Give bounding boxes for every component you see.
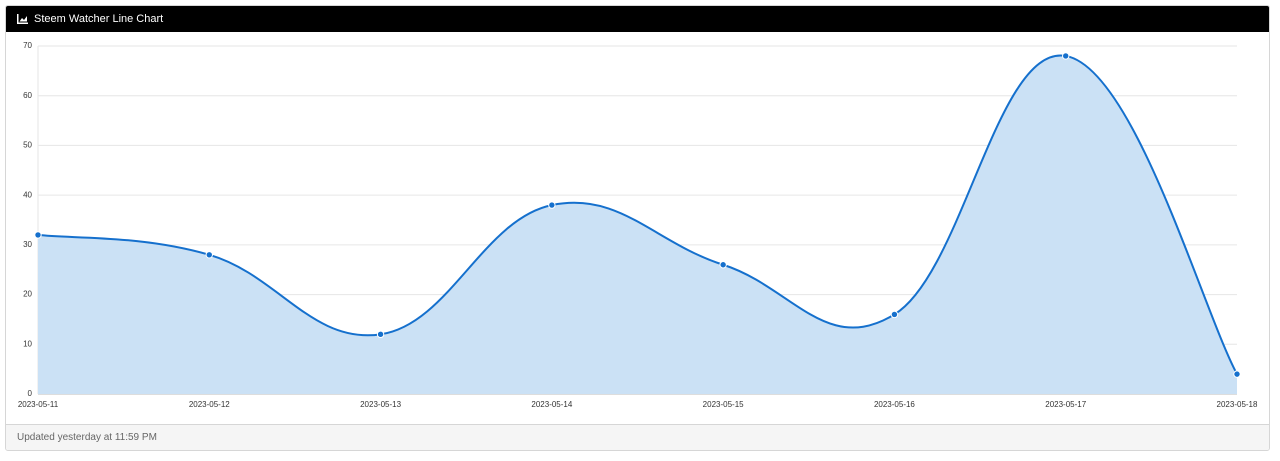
y-tick-label: 70 [23,41,32,50]
x-tick-label: 2023-05-15 [703,400,744,409]
y-tick-label: 10 [23,339,32,348]
x-tick-label: 2023-05-11 [18,400,59,409]
x-tick-label: 2023-05-16 [874,400,915,409]
card-header: Steem Watcher Line Chart [6,6,1269,32]
point [548,201,556,209]
card-title: Steem Watcher Line Chart [34,13,164,25]
x-tick-label: 2023-05-13 [360,400,401,409]
point [34,231,42,239]
updated-text: Updated yesterday at 11:59 PM [17,432,157,443]
point [1062,52,1070,60]
chart-icon [17,14,28,24]
y-tick-label: 30 [23,240,32,249]
y-tick-label: 40 [23,190,32,199]
y-tick-label: 0 [28,389,33,398]
point [376,330,385,339]
y-tick-label: 50 [23,141,32,150]
card: Steem Watcher Line Chart Updated yesterd… [5,5,1270,451]
point [205,251,213,259]
y-tick-label: 20 [23,290,32,299]
x-tick-label: 2023-05-14 [531,400,572,409]
area [38,55,1237,394]
x-tick-label: 2023-05-17 [1045,400,1086,409]
x-tick-label: 2023-05-12 [189,400,230,409]
card-footer: Updated yesterday at 11:59 PM [6,424,1269,450]
x-tick-label: 2023-05-18 [1217,400,1258,409]
point [1233,370,1241,378]
point [890,310,899,319]
point [719,261,727,269]
y-tick-label: 60 [23,91,32,100]
